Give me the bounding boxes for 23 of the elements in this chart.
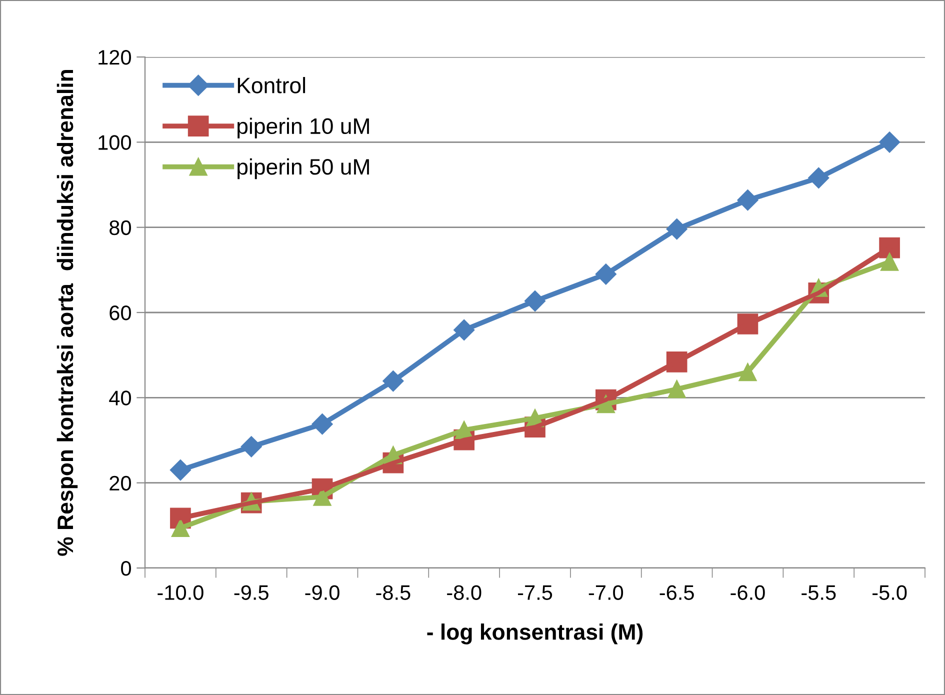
y-tick-label: 0 — [121, 561, 131, 576]
y-tick-label: 80 — [110, 220, 131, 236]
y-tick-label: 20 — [110, 476, 131, 491]
x-tick-label: -9.0 — [305, 585, 340, 600]
x-tick-label: -9.5 — [234, 585, 268, 600]
y-axis-title: % Respon kontraksi aorta diinduksi adrenalin — [56, 70, 78, 556]
legend-label: Kontrol — [238, 77, 306, 94]
x-tick-label: -8.0 — [447, 585, 482, 600]
y-tick-label: 120 — [98, 50, 131, 65]
x-tick-label: -7.0 — [588, 585, 624, 600]
x-tick-label: -6.5 — [660, 585, 694, 600]
y-tick-label: 100 — [98, 135, 131, 150]
x-tick-label: -5.5 — [802, 585, 836, 600]
y-tick-label: 40 — [109, 390, 131, 406]
y-tick-label: 60 — [110, 306, 131, 320]
x-tick-label: -5.0 — [872, 585, 907, 600]
x-tick-label: -7.5 — [518, 585, 552, 600]
x-tick-label: -8.5 — [376, 585, 410, 600]
x-axis-title: - log konsentrasi (M) — [427, 624, 643, 644]
legend-label: piperin 10 uM — [238, 118, 369, 138]
x-tick-label: -10.0 — [158, 585, 204, 600]
x-tick-label: -6.0 — [730, 585, 765, 600]
legend-label: piperin 50 uM — [238, 158, 369, 180]
